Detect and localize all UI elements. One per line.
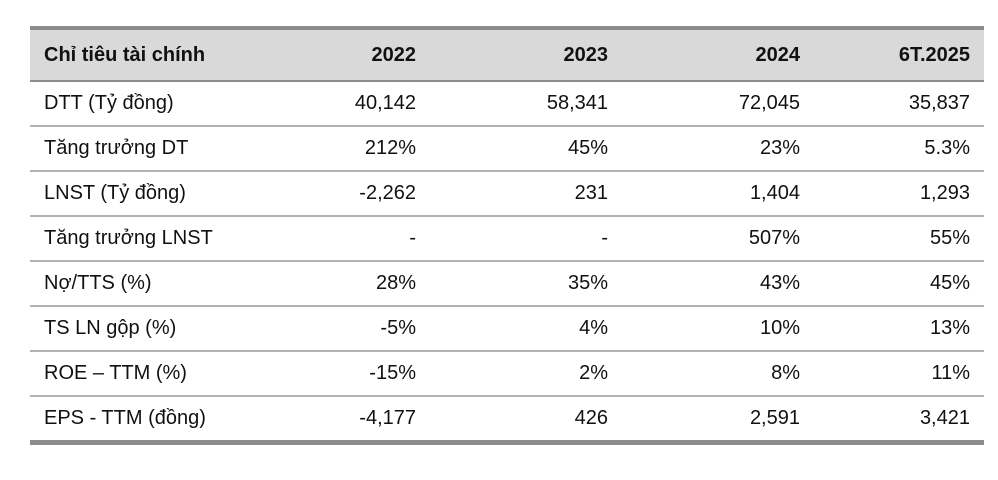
row-label: Tăng trưởng LNST bbox=[30, 216, 252, 262]
table-row: Nợ/TTS (%) 28% 35% 43% 45% bbox=[30, 261, 984, 307]
cell-2024: 23% bbox=[622, 126, 814, 172]
cell-2024: 8% bbox=[622, 351, 814, 397]
cell-2022: -4,177 bbox=[252, 396, 430, 445]
cell-2024: 72,045 bbox=[622, 81, 814, 127]
row-label: Tăng trưởng DT bbox=[30, 126, 252, 172]
cell-2022: 28% bbox=[252, 261, 430, 307]
table-header-row: Chỉ tiêu tài chính 2022 2023 2024 6T.202… bbox=[30, 28, 984, 82]
cell-6t-2025: 1,293 bbox=[814, 171, 984, 217]
cell-2023: 426 bbox=[430, 396, 622, 445]
table-row: Tăng trưởng LNST - - 507% 55% bbox=[30, 216, 984, 262]
header-indicator: Chỉ tiêu tài chính bbox=[30, 28, 252, 82]
cell-2024: 507% bbox=[622, 216, 814, 262]
table-row: ROE – TTM (%) -15% 2% 8% 11% bbox=[30, 351, 984, 397]
cell-2024: 43% bbox=[622, 261, 814, 307]
cell-2022: 40,142 bbox=[252, 81, 430, 127]
cell-2022: -15% bbox=[252, 351, 430, 397]
cell-2024: 10% bbox=[622, 306, 814, 352]
header-2022: 2022 bbox=[252, 28, 430, 82]
cell-6t-2025: 3,421 bbox=[814, 396, 984, 445]
table-row: TS LN gộp (%) -5% 4% 10% 13% bbox=[30, 306, 984, 352]
financial-indicators-table-container: Chỉ tiêu tài chính 2022 2023 2024 6T.202… bbox=[30, 26, 984, 445]
cell-6t-2025: 11% bbox=[814, 351, 984, 397]
cell-2024: 2,591 bbox=[622, 396, 814, 445]
table-row: LNST (Tỷ đồng) -2,262 231 1,404 1,293 bbox=[30, 171, 984, 217]
row-label: EPS - TTM (đồng) bbox=[30, 396, 252, 445]
cell-6t-2025: 5.3% bbox=[814, 126, 984, 172]
header-2023: 2023 bbox=[430, 28, 622, 82]
row-label: Nợ/TTS (%) bbox=[30, 261, 252, 307]
cell-2023: 2% bbox=[430, 351, 622, 397]
cell-2022: -5% bbox=[252, 306, 430, 352]
cell-2023: 35% bbox=[430, 261, 622, 307]
cell-2024: 1,404 bbox=[622, 171, 814, 217]
cell-2023: 45% bbox=[430, 126, 622, 172]
header-2024: 2024 bbox=[622, 28, 814, 82]
cell-2022: 212% bbox=[252, 126, 430, 172]
row-label: LNST (Tỷ đồng) bbox=[30, 171, 252, 217]
cell-6t-2025: 13% bbox=[814, 306, 984, 352]
cell-2022: -2,262 bbox=[252, 171, 430, 217]
cell-2023: 4% bbox=[430, 306, 622, 352]
cell-2023: 231 bbox=[430, 171, 622, 217]
table-row: Tăng trưởng DT 212% 45% 23% 5.3% bbox=[30, 126, 984, 172]
financial-indicators-table: Chỉ tiêu tài chính 2022 2023 2024 6T.202… bbox=[30, 26, 984, 445]
cell-6t-2025: 45% bbox=[814, 261, 984, 307]
table-row: DTT (Tỷ đồng) 40,142 58,341 72,045 35,83… bbox=[30, 81, 984, 127]
cell-6t-2025: 35,837 bbox=[814, 81, 984, 127]
cell-2022: - bbox=[252, 216, 430, 262]
header-6t-2025: 6T.2025 bbox=[814, 28, 984, 82]
table-row: EPS - TTM (đồng) -4,177 426 2,591 3,421 bbox=[30, 396, 984, 445]
cell-2023: - bbox=[430, 216, 622, 262]
row-label: ROE – TTM (%) bbox=[30, 351, 252, 397]
row-label: TS LN gộp (%) bbox=[30, 306, 252, 352]
cell-6t-2025: 55% bbox=[814, 216, 984, 262]
row-label: DTT (Tỷ đồng) bbox=[30, 81, 252, 127]
cell-2023: 58,341 bbox=[430, 81, 622, 127]
